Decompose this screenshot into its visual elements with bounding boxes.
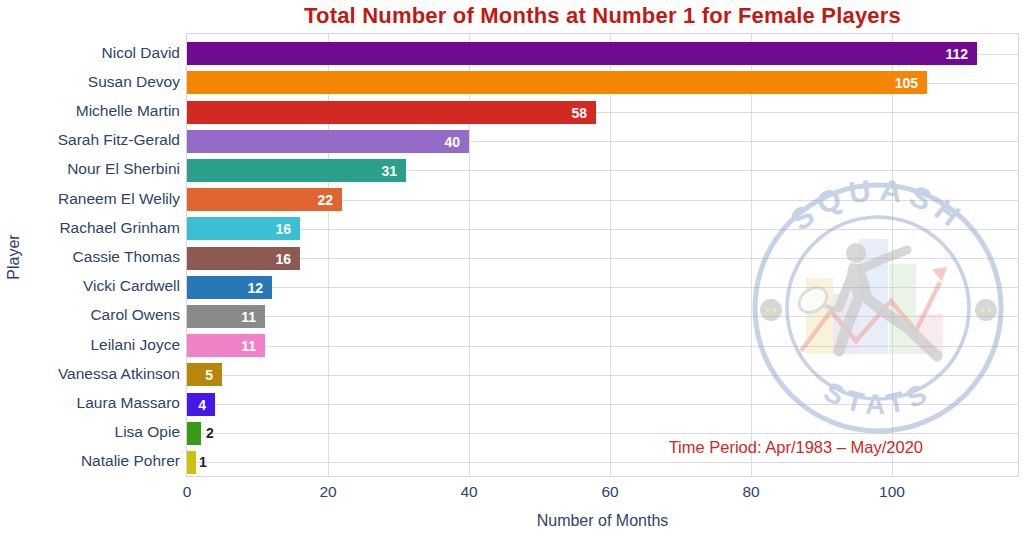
squash-stats-watermark: SQUASH STATS xyxy=(749,179,1007,437)
y-tick-label-natalie-pohrer: Natalie Pohrer xyxy=(0,451,180,471)
y-tick-label-rachael-grinham: Rachael Grinham xyxy=(0,218,180,238)
bar-sarah-fitz-gerald: 40 xyxy=(187,130,469,153)
bar-natalie-pohrer xyxy=(187,451,196,474)
y-tick-label-nour-el-sherbini: Nour El Sherbini xyxy=(0,159,180,179)
chart-title: Total Number of Months at Number 1 for F… xyxy=(186,3,1019,29)
bar-value-label: 16 xyxy=(275,222,291,236)
y-tick-label-carol-owens: Carol Owens xyxy=(0,305,180,325)
bar-nour-el-sherbini: 31 xyxy=(187,159,406,182)
bar-value-label: 105 xyxy=(895,76,918,90)
bar-value-label: 112 xyxy=(945,47,968,61)
bar-value-label: 22 xyxy=(317,193,333,207)
plot-area: SQUASH STATS Time Period: Apr/1983 – May… xyxy=(186,33,1019,477)
bar-rachael-grinham: 16 xyxy=(187,217,300,240)
x-tick-label: 0 xyxy=(183,483,192,501)
x-axis-title: Number of Months xyxy=(186,512,1019,530)
bar-carol-owens: 11 xyxy=(187,305,265,328)
bar-nicol-david: 112 xyxy=(187,42,977,65)
gridline-horizontal xyxy=(187,462,1018,463)
x-tick-label: 20 xyxy=(319,483,336,501)
y-tick-label-leilani-joyce: Leilani Joyce xyxy=(0,335,180,355)
y-tick-label-michelle-martin: Michelle Martin xyxy=(0,101,180,121)
bar-cassie-thomas: 16 xyxy=(187,247,300,270)
bar-laura-massaro: 4 xyxy=(187,393,215,416)
bar-value-label: 4 xyxy=(198,398,206,412)
y-tick-label-raneem-el-welily: Raneem El Welily xyxy=(0,189,180,209)
x-tick-label: 60 xyxy=(601,483,618,501)
y-tick-label-vanessa-atkinson: Vanessa Atkinson xyxy=(0,364,180,384)
x-tick-label: 40 xyxy=(460,483,477,501)
bar-leilani-joyce: 11 xyxy=(187,334,265,357)
watermark-bottom-text: STATS xyxy=(819,376,937,420)
bar-value-label: 31 xyxy=(381,164,397,178)
x-tick-label: 80 xyxy=(742,483,759,501)
y-tick-label-lisa-opie: Lisa Opie xyxy=(0,422,180,442)
gridline-vertical xyxy=(610,34,611,476)
bar-value-label: 11 xyxy=(241,310,256,324)
bar-value-label: 40 xyxy=(444,135,460,149)
bar-value-label: 11 xyxy=(241,339,256,353)
time-period-note: Time Period: Apr/1983 – May/2020 xyxy=(669,438,923,457)
y-tick-label-vicki-cardwell: Vicki Cardwell xyxy=(0,276,180,296)
bar-lisa-opie xyxy=(187,422,201,445)
y-tick-label-sarah-fitz-gerald: Sarah Fitz-Gerald xyxy=(0,130,180,150)
chart-canvas: Total Number of Months at Number 1 for F… xyxy=(0,0,1023,538)
svg-text:STATS: STATS xyxy=(819,376,937,420)
bar-michelle-martin: 58 xyxy=(187,101,596,124)
y-tick-label-cassie-thomas: Cassie Thomas xyxy=(0,247,180,267)
y-tick-label-susan-devoy: Susan Devoy xyxy=(0,72,180,92)
x-tick-label: 100 xyxy=(879,483,905,501)
bar-vicki-cardwell: 12 xyxy=(187,276,272,299)
svg-text:SQUASH: SQUASH xyxy=(784,179,972,237)
bar-value-label: 1 xyxy=(199,451,207,474)
y-tick-label-nicol-david: Nicol David xyxy=(0,43,180,63)
watermark-top-text: SQUASH xyxy=(784,179,972,237)
bar-value-label: 2 xyxy=(206,422,214,445)
bar-value-label: 16 xyxy=(275,252,291,266)
y-tick-label-laura-massaro: Laura Massaro xyxy=(0,393,180,413)
bar-vanessa-atkinson: 5 xyxy=(187,363,222,386)
bar-raneem-el-welily: 22 xyxy=(187,188,342,211)
bar-value-label: 5 xyxy=(205,368,213,382)
bar-value-label: 58 xyxy=(571,106,587,120)
squash-ball-left-icon xyxy=(760,299,782,321)
squash-ball-right-icon xyxy=(975,299,997,321)
bar-susan-devoy: 105 xyxy=(187,71,927,94)
bar-value-label: 12 xyxy=(247,281,263,295)
